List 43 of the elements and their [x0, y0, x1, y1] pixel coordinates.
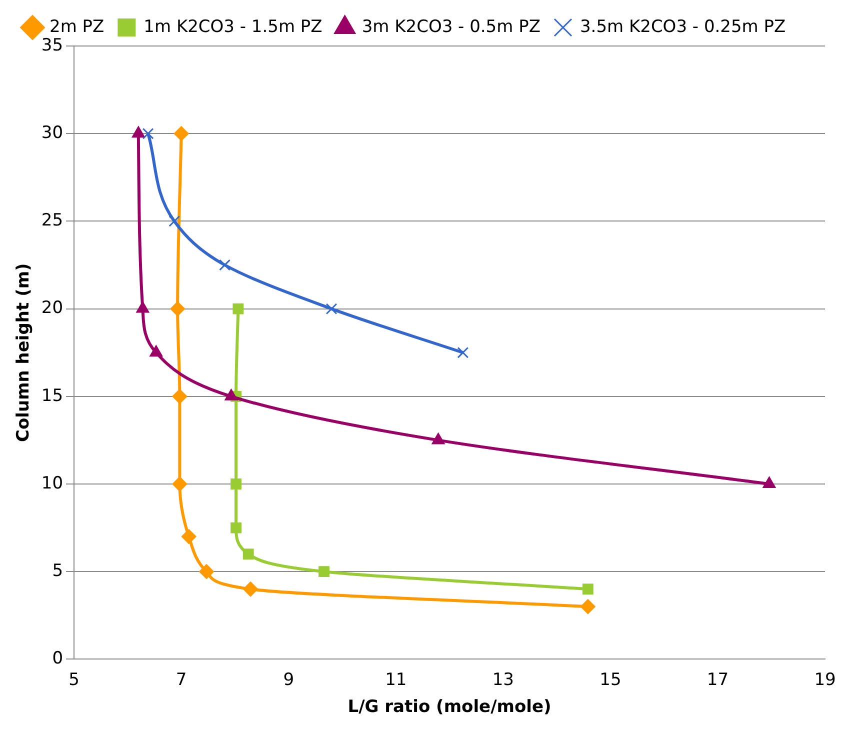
point	[172, 388, 188, 404]
point	[582, 584, 594, 595]
x-tick-label: 17	[706, 670, 729, 690]
point	[181, 529, 196, 544]
x-tick-label: 15	[600, 670, 622, 690]
y-tick-label: 30	[41, 123, 64, 144]
point	[150, 345, 163, 357]
point	[170, 301, 186, 316]
x-tick-label: 19	[814, 670, 836, 690]
point	[142, 128, 154, 140]
legend-label: 3m K2CO3 - 0.5m PZ	[362, 16, 540, 37]
point	[219, 259, 230, 271]
y-axis-title: Column height (m)	[14, 263, 34, 442]
point	[172, 476, 188, 492]
x-tick-label: 5	[68, 670, 80, 690]
y-tick-label: 10	[41, 473, 64, 494]
point	[580, 599, 596, 614]
x-tick-label: 7	[176, 670, 187, 690]
point	[168, 216, 180, 227]
point	[318, 566, 330, 578]
y-tick-label: 35	[41, 35, 64, 56]
y-tick-label: 20	[41, 298, 64, 318]
legend-label: 2m PZ	[50, 16, 104, 37]
x-tick-label: 11	[385, 670, 407, 690]
y-tick-label: 25	[41, 210, 64, 231]
y-tick-label: 5	[52, 561, 64, 582]
point	[242, 548, 254, 560]
point	[230, 522, 242, 534]
point	[243, 582, 258, 597]
point	[326, 303, 338, 314]
point	[174, 126, 189, 142]
legend-label: 1m K2CO3 - 1.5m PZ	[144, 16, 322, 37]
point	[199, 564, 214, 580]
x-tick-label: 9	[283, 670, 294, 690]
x-tick-label: 13	[492, 670, 514, 690]
x-axis-title: L/G ratio (mole/mole)	[348, 697, 552, 718]
y-tick-label: 0	[52, 648, 64, 669]
y-tick-label: 15	[41, 386, 64, 406]
legend-label: 3.5m K2CO3 - 0.25m PZ	[580, 16, 786, 37]
point	[232, 303, 244, 314]
point	[457, 346, 469, 358]
point	[132, 126, 145, 138]
point	[230, 478, 242, 490]
